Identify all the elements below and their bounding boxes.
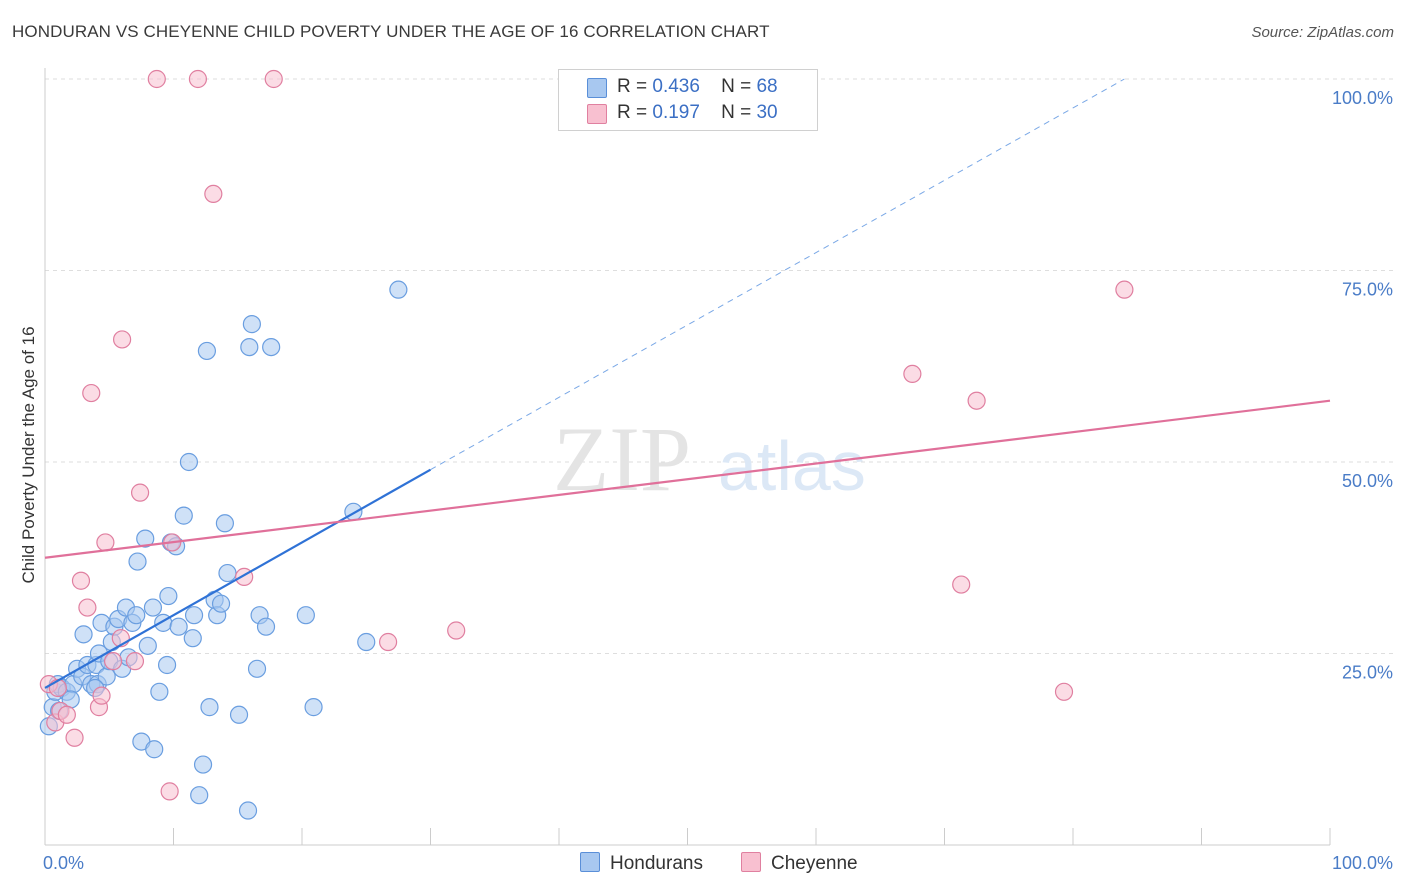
source-label: Source: ZipAtlas.com: [1251, 24, 1394, 41]
point-cheyenne: [967, 391, 986, 410]
legend-n-label: N =: [721, 102, 752, 123]
point-hondurans: [242, 315, 261, 334]
point-cheyenne: [130, 483, 150, 502]
legend-swatch-cheyenne: [587, 104, 607, 124]
x-tick-label-min: 0.0%: [43, 853, 84, 873]
point-cheyenne: [92, 686, 111, 705]
x-tick-label-max: 100.0%: [1332, 853, 1393, 873]
chart-title: HONDURAN VS CHEYENNE CHILD POVERTY UNDER…: [12, 22, 770, 41]
point-hondurans: [238, 801, 258, 820]
point-hondurans: [138, 636, 157, 655]
point-hondurans: [150, 682, 169, 701]
point-hondurans: [74, 625, 93, 644]
y-tick-label: 25.0%: [1342, 663, 1393, 683]
point-hondurans: [184, 606, 204, 625]
point-hondurans: [304, 698, 323, 717]
point-hondurans: [389, 280, 408, 299]
point-hondurans: [211, 594, 231, 613]
point-hondurans: [128, 552, 147, 571]
trend-line-hondurans: [44, 468, 432, 689]
point-hondurans: [262, 338, 281, 357]
point-cheyenne: [78, 598, 97, 617]
bottom-legend-swatch-hondurans: [580, 852, 600, 872]
legend-r-value-hondurans: 0.436: [652, 76, 700, 97]
tick-labels: 25.0% 50.0% 75.0% 100.0% 0.0% 100.0%: [43, 88, 1393, 873]
trend-lines: [44, 78, 1331, 689]
point-hondurans: [200, 698, 219, 717]
y-axis-label: Child Poverty Under the Age of 16: [19, 326, 38, 583]
point-cheyenne: [57, 705, 76, 724]
legend-n-value-hondurans: 68: [756, 76, 778, 97]
point-hondurans: [143, 598, 163, 617]
point-cheyenne: [112, 330, 132, 349]
bottom-legend-hondurans: Hondurans: [580, 852, 703, 875]
point-hondurans: [197, 341, 217, 361]
watermark-zip: ZIP: [553, 408, 691, 510]
point-hondurans: [169, 617, 188, 636]
point-hondurans: [240, 338, 259, 357]
point-cheyenne: [447, 621, 466, 640]
point-cheyenne: [48, 678, 67, 698]
point-cheyenne: [188, 69, 208, 89]
point-hondurans: [229, 705, 249, 724]
bottom-legend-label-cheyenne: Cheyenne: [771, 853, 858, 874]
point-hondurans: [136, 529, 155, 548]
y-tick-label: 75.0%: [1342, 280, 1393, 300]
point-cheyenne: [104, 652, 123, 671]
trend-line-hondurans-extrapolated: [430, 78, 1125, 471]
point-cheyenne: [1115, 280, 1134, 299]
legend-swatch-hondurans: [587, 78, 607, 98]
legend-r-label: R =: [617, 76, 648, 97]
point-hondurans: [127, 606, 146, 625]
point-cheyenne: [378, 632, 398, 652]
bottom-legend-cheyenne: Cheyenne: [741, 852, 858, 875]
point-hondurans: [357, 632, 376, 652]
axes: [44, 68, 1331, 846]
point-hondurans: [218, 563, 237, 583]
point-hondurans: [215, 514, 234, 533]
point-hondurans: [256, 617, 276, 636]
point-hondurans: [145, 740, 164, 759]
gridlines: [45, 78, 1395, 654]
point-cheyenne: [1054, 682, 1074, 701]
point-hondurans: [247, 659, 267, 678]
point-cheyenne: [82, 383, 101, 403]
point-cheyenne: [204, 184, 223, 203]
point-cheyenne: [71, 571, 91, 590]
legend-n-label: N =: [721, 76, 752, 97]
point-cheyenne: [903, 364, 922, 384]
point-cheyenne: [264, 69, 283, 89]
point-cheyenne: [952, 575, 971, 594]
point-hondurans: [157, 655, 177, 675]
point-hondurans: [179, 452, 199, 472]
legend-r-value-cheyenne: 0.197: [652, 102, 700, 123]
legend-n-value-cheyenne: 30: [756, 102, 778, 123]
watermark: ZIP atlas: [553, 408, 866, 510]
data-points: [39, 69, 1134, 820]
point-cheyenne: [147, 69, 166, 89]
point-hondurans: [183, 629, 202, 648]
legend-r-label: R =: [617, 102, 648, 123]
point-cheyenne: [65, 728, 84, 747]
point-cheyenne: [96, 533, 115, 552]
legend: R = 0.436 N = 68 R = 0.197 N = 30: [558, 69, 818, 131]
point-hondurans: [193, 755, 213, 774]
bottom-legend-swatch-cheyenne: [741, 852, 761, 872]
point-hondurans: [174, 506, 193, 525]
point-hondurans: [190, 786, 209, 805]
point-cheyenne: [160, 782, 179, 801]
y-tick-label: 50.0%: [1342, 471, 1393, 491]
trend-line-cheyenne: [44, 399, 1331, 559]
point-hondurans: [159, 586, 178, 606]
point-cheyenne: [125, 652, 145, 671]
y-tick-label: 100.0%: [1332, 88, 1393, 108]
bottom-legend-label-hondurans: Hondurans: [610, 853, 703, 874]
point-hondurans: [296, 606, 315, 625]
